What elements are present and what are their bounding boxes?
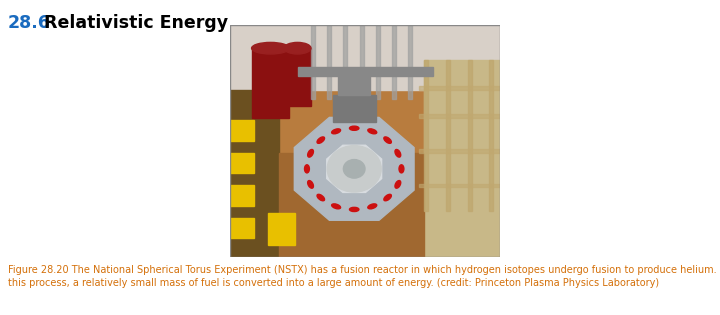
Bar	[230, 152, 254, 174]
Bar	[268, 213, 294, 245]
Bar	[419, 87, 500, 90]
Ellipse shape	[307, 180, 313, 188]
Text: Relativistic Energy: Relativistic Energy	[38, 14, 228, 32]
Ellipse shape	[384, 137, 392, 143]
Ellipse shape	[384, 194, 392, 201]
Circle shape	[327, 146, 381, 192]
Bar	[359, 25, 364, 99]
Bar	[424, 60, 500, 257]
Ellipse shape	[368, 204, 377, 209]
Bar	[230, 25, 500, 90]
Bar	[446, 60, 450, 211]
Bar	[311, 25, 315, 99]
Circle shape	[343, 160, 365, 178]
Ellipse shape	[399, 165, 404, 173]
Bar	[376, 25, 380, 99]
Bar	[284, 48, 311, 106]
Ellipse shape	[305, 165, 310, 173]
Polygon shape	[327, 145, 382, 192]
Bar	[230, 218, 254, 238]
Ellipse shape	[284, 43, 311, 54]
Bar	[467, 60, 472, 211]
Bar	[408, 25, 413, 99]
Ellipse shape	[395, 180, 401, 188]
Ellipse shape	[349, 126, 359, 130]
Text: this process, a relatively small mass of fuel is converted into a large amount o: this process, a relatively small mass of…	[8, 278, 659, 288]
Bar	[297, 67, 433, 76]
Ellipse shape	[332, 204, 341, 209]
Text: Figure 28.20 The National Spherical Torus Experiment (NSTX) has a fusion reactor: Figure 28.20 The National Spherical Toru…	[8, 265, 720, 275]
Bar	[230, 90, 279, 257]
Bar	[419, 149, 500, 152]
Bar	[392, 25, 396, 99]
Ellipse shape	[332, 129, 341, 134]
Bar	[230, 120, 254, 141]
Bar	[424, 60, 428, 211]
Ellipse shape	[395, 150, 401, 157]
Ellipse shape	[307, 150, 313, 157]
Bar	[343, 25, 348, 99]
Bar	[251, 48, 289, 118]
Bar	[279, 152, 424, 257]
Ellipse shape	[349, 207, 359, 212]
Bar	[419, 184, 500, 187]
Ellipse shape	[317, 137, 325, 143]
Ellipse shape	[317, 194, 325, 201]
Bar	[230, 185, 254, 206]
Ellipse shape	[368, 129, 377, 134]
Text: 28.6: 28.6	[8, 14, 51, 32]
Bar	[338, 76, 370, 94]
Bar	[333, 94, 376, 123]
Bar	[327, 25, 331, 99]
Bar	[419, 114, 500, 118]
Ellipse shape	[251, 43, 289, 54]
Bar	[489, 60, 493, 211]
Polygon shape	[294, 117, 414, 220]
